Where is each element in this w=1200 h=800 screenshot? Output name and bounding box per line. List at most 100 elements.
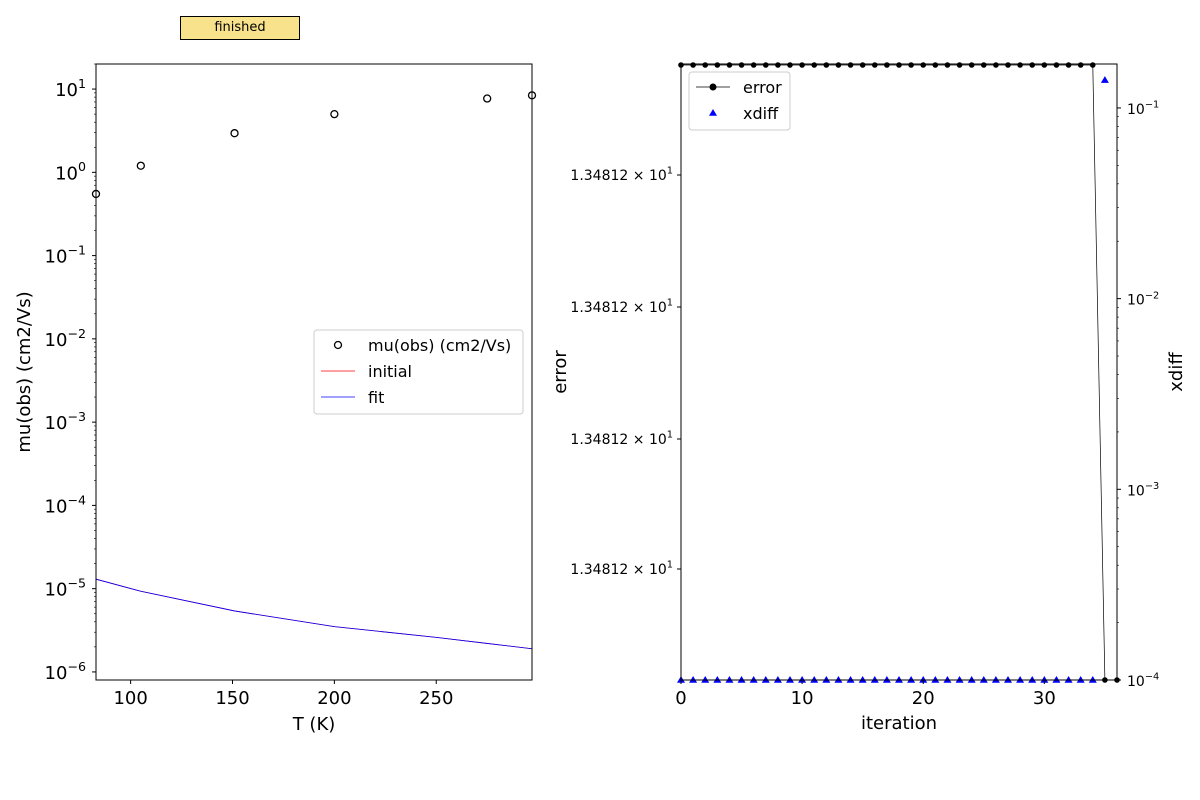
data-point-xdiff (1028, 676, 1037, 683)
y-tick-label: 101 (55, 76, 86, 101)
data-point-xdiff (725, 676, 734, 683)
data-point-error (859, 62, 866, 68)
data-point-error (762, 62, 769, 68)
data-point-error (1077, 62, 1084, 68)
data-point-xdiff (701, 676, 710, 683)
data-point-xdiff (882, 676, 891, 683)
x-tick-label: 150 (215, 688, 249, 709)
data-point-error (993, 62, 999, 68)
data-point-error (932, 62, 939, 68)
data-point-mu-obs (136, 161, 145, 170)
data-point-error (726, 62, 733, 68)
data-point-xdiff (1040, 676, 1049, 683)
data-point-xdiff (991, 676, 1000, 683)
y-tick-label: 1.34812 × 101 (570, 166, 673, 184)
data-point-error (1089, 62, 1096, 68)
data-point-error (775, 62, 781, 68)
data-point-xdiff (846, 676, 855, 683)
data-point-xdiff (1076, 676, 1085, 683)
data-point-xdiff (943, 676, 952, 683)
data-point-xdiff (1004, 676, 1012, 683)
data-point-error (1065, 62, 1072, 68)
legend-swatch (709, 83, 717, 91)
x-tick-label: 0 (675, 688, 686, 709)
series-line-fit (96, 578, 532, 650)
data-point-xdiff (858, 676, 867, 683)
y-tick-label: 10−5 (45, 576, 86, 601)
data-point-error (690, 62, 696, 68)
y2-tick-label: 10−3 (1127, 481, 1159, 499)
x-tick-label: 30 (1033, 688, 1056, 709)
x-tick-label: 100 (113, 688, 147, 709)
data-point-xdiff (907, 676, 916, 683)
y-tick-label: 10−3 (45, 409, 86, 434)
data-point-error (847, 62, 854, 68)
data-point-error (702, 62, 709, 68)
data-point-xdiff (834, 676, 843, 683)
data-point-xdiff (822, 676, 831, 683)
y-axis-label: error (550, 350, 571, 394)
data-point-xdiff (761, 676, 770, 683)
data-point-xdiff (931, 676, 940, 683)
y-tick-label: 10−4 (45, 492, 86, 517)
legend-label: error (743, 78, 782, 97)
data-point-error (1017, 62, 1023, 68)
data-point-error (787, 62, 793, 68)
data-point-mu-obs (483, 94, 492, 103)
data-point-xdiff (955, 676, 964, 683)
data-point-error (1029, 62, 1036, 68)
data-point-error (908, 62, 914, 68)
status-badge: finished (180, 16, 300, 40)
data-point-xdiff (689, 676, 698, 683)
data-point-xdiff (895, 676, 903, 683)
data-point-error (811, 62, 818, 68)
y-tick-label: 10−1 (45, 242, 86, 267)
legend-box (313, 329, 524, 415)
data-point-xdiff (749, 676, 758, 683)
data-point-xdiff (786, 676, 794, 683)
data-point-error (980, 62, 987, 68)
y-tick-label: 10−2 (45, 326, 86, 351)
data-point-xdiff (737, 676, 746, 683)
y2-tick-label: 10−2 (1127, 290, 1159, 308)
data-point-error (823, 62, 830, 68)
plot-frame-right (680, 63, 1118, 681)
data-point-mu-obs (230, 129, 239, 138)
data-point-xdiff (1064, 676, 1073, 683)
data-point-xdiff (1016, 676, 1025, 683)
data-point-xdiff (870, 676, 879, 683)
data-point-xdiff (1100, 76, 1109, 83)
data-point-xdiff (773, 676, 782, 683)
y-tick-label: 1.34812 × 101 (570, 298, 673, 316)
y2-axis-label: xdiff (1166, 352, 1187, 392)
data-point-xdiff (798, 676, 807, 683)
legend-label: fit (368, 388, 384, 407)
data-point-error (738, 62, 745, 68)
data-point-xdiff (1088, 676, 1097, 683)
data-point-error (835, 62, 842, 68)
x-tick-label: 250 (419, 688, 453, 709)
x-axis-label: T (K) (292, 714, 336, 735)
data-point-xdiff (967, 676, 976, 683)
series-line-error (681, 64, 1117, 681)
data-point-xdiff (810, 676, 819, 683)
y-tick-label: 1.34812 × 101 (570, 430, 673, 448)
x-tick-label: 20 (912, 688, 935, 709)
y-tick-label: 1.34812 × 101 (570, 560, 673, 578)
legend-label: initial (368, 362, 412, 381)
data-point-error (968, 62, 975, 68)
legend-swatch (709, 109, 717, 116)
data-point-error (896, 62, 902, 68)
x-tick-label: 10 (791, 688, 814, 709)
data-point-error (1053, 62, 1060, 68)
data-point-error (884, 62, 890, 68)
data-point-error (920, 62, 927, 68)
data-point-error (1041, 62, 1048, 68)
data-point-error (1005, 62, 1011, 68)
data-point-xdiff (713, 676, 722, 683)
data-point-error (871, 62, 878, 68)
data-point-mu-obs (330, 109, 339, 119)
data-point-error (799, 62, 805, 68)
x-axis-label: iteration (861, 713, 937, 734)
y-axis-label: mu(obs) (cm2/Vs) (14, 291, 35, 452)
